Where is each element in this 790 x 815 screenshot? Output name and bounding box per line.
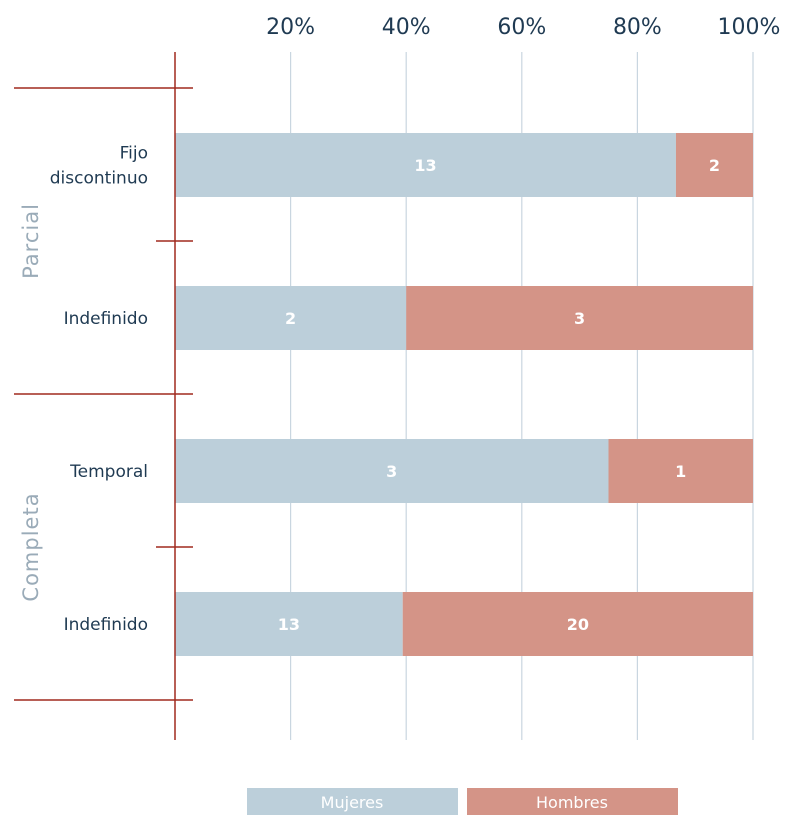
bar-segment-mujeres [175, 133, 676, 197]
legend-label: Hombres [536, 793, 608, 812]
bar-value-label: 13 [414, 156, 436, 175]
bar-value-label: 2 [285, 309, 296, 328]
bar-segment-hombres [406, 286, 753, 350]
bars: 13 2 2 3 3 1 13 20 [175, 133, 753, 656]
bar-segment-hombres [608, 439, 753, 503]
category-label: Temporal [69, 462, 148, 482]
x-tick-label: 40% [382, 15, 431, 40]
bar-value-label: 13 [278, 615, 300, 634]
legend-swatch-mujeres [247, 788, 458, 815]
legend: Mujeres Hombres [247, 788, 678, 815]
bar-value-label: 3 [574, 309, 585, 328]
category-labels: Fijo discontinuo Indefinido Temporal Indefin… [50, 144, 148, 636]
group-label: Completa [19, 492, 43, 601]
category-label: discontinuo [50, 169, 148, 189]
bar-segment-mujeres [175, 592, 403, 656]
bar-segment-hombres [402, 592, 753, 656]
category-axis [14, 52, 193, 740]
bar-value-label: 1 [675, 462, 686, 481]
category-label: Indefinido [64, 309, 148, 329]
x-tick-label: 60% [497, 15, 546, 40]
category-label: Indefinido [64, 615, 148, 635]
group-labels: Parcial Completa [19, 203, 43, 602]
category-label: Fijo [120, 144, 148, 164]
bar-segment-hombres [675, 133, 753, 197]
bar-value-label: 2 [709, 156, 720, 175]
bar-value-label: 20 [567, 615, 589, 634]
x-tick-label: 20% [266, 15, 315, 40]
x-axis-ticks: 20% 40% 60% 80% 100% [266, 15, 780, 40]
group-label: Parcial [19, 203, 43, 279]
bar-segment-mujeres [175, 286, 407, 350]
x-tick-label: 80% [613, 15, 662, 40]
bar-segment-mujeres [175, 439, 609, 503]
legend-label: Mujeres [321, 793, 384, 812]
bar-value-label: 3 [386, 462, 397, 481]
legend-swatch-hombres [467, 788, 678, 815]
x-tick-label: 100% [718, 15, 781, 40]
